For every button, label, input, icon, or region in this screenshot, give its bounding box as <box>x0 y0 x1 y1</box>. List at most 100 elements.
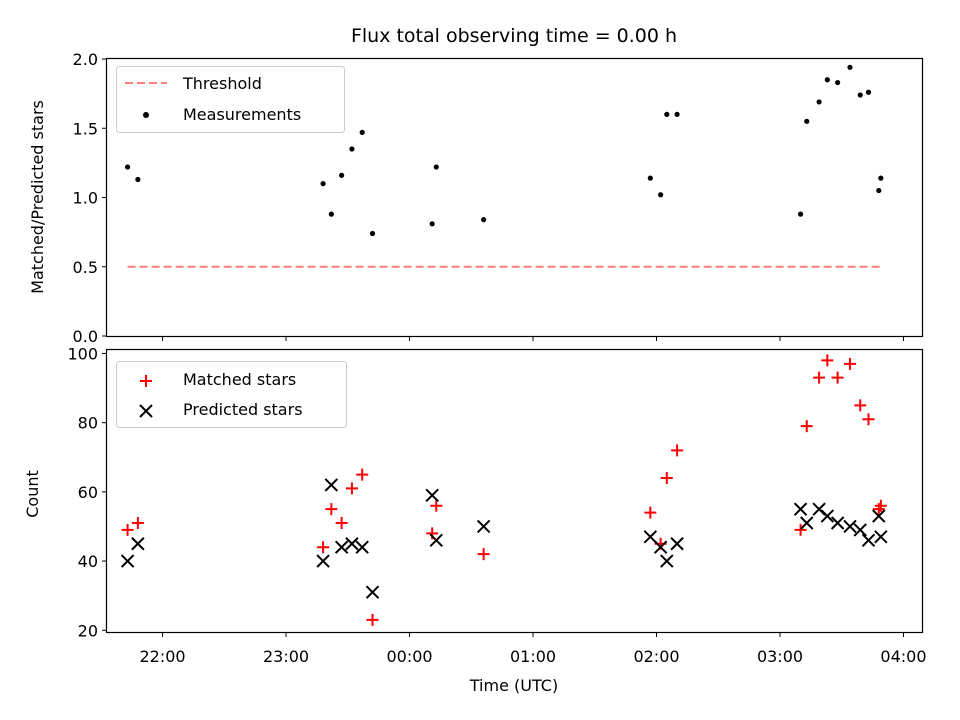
matched-star-point <box>831 371 844 384</box>
measurement-point <box>359 129 365 136</box>
bottom-x-tick-label: 00:00 <box>386 647 432 666</box>
measurement-point <box>816 99 822 105</box>
predicted-star-point <box>120 554 135 568</box>
measurements-series <box>124 64 884 237</box>
predicted-star-point <box>643 530 658 544</box>
chart-title: Flux total observing time = 0.00 h <box>351 25 677 47</box>
matched-star-point <box>477 548 490 561</box>
predicted-star-point <box>874 530 888 544</box>
bottom-x-tick-label: 01:00 <box>510 647 556 666</box>
top-legend: Threshold Measurements <box>116 66 345 133</box>
predicted-star-point <box>670 537 684 551</box>
top-y-tick-label: 1.5 <box>73 119 98 138</box>
legend-predicted-swatch <box>139 404 153 418</box>
matched-star-point <box>131 517 144 530</box>
matched-star-point <box>366 613 379 626</box>
measurement-point <box>349 146 355 152</box>
top-y-tick-label: 0.5 <box>73 258 98 277</box>
bottom-y-axis-label: Count <box>23 470 42 518</box>
bottom-x-tick-label: 04:00 <box>880 647 926 666</box>
measurement-point <box>876 187 882 194</box>
predicted-star-point <box>660 554 674 568</box>
matched-star-point <box>356 468 369 481</box>
bottom-y-tick-label: 40 <box>78 552 98 571</box>
predicted-star-point <box>316 554 330 568</box>
bottom-plot-area <box>105 348 924 634</box>
matched-star-point <box>813 371 826 384</box>
legend-matched-label: Matched stars <box>183 370 296 389</box>
measurement-point <box>339 172 345 178</box>
legend-predicted-label: Predicted stars <box>183 400 303 419</box>
top-y-tick-label: 2.0 <box>73 50 98 69</box>
matched-star-point <box>854 399 867 412</box>
measurement-point <box>658 192 664 198</box>
measurement-point <box>124 164 131 170</box>
bottom-x-tick-label: 03:00 <box>757 647 803 666</box>
top-legend-box <box>116 66 345 133</box>
predicted-star-point <box>425 488 439 503</box>
matched-star-point <box>874 499 887 512</box>
matched-star-point <box>794 523 807 536</box>
matched-star-point <box>644 506 657 519</box>
measurement-point <box>804 118 810 124</box>
matched-star-point <box>671 444 684 457</box>
predicted-star-point <box>653 540 668 554</box>
legend-matched-swatch <box>140 375 152 387</box>
matched-star-point <box>660 472 673 485</box>
measurement-point <box>847 64 853 70</box>
bottom-legend: Matched stars Predicted stars <box>116 361 347 428</box>
predicted-stars-series <box>120 478 888 599</box>
predicted-star-point <box>820 509 835 523</box>
legend-measurements-label: Measurements <box>183 105 301 124</box>
top-panel: 0.00.51.01.52.0 Matched/Predicted stars … <box>28 50 924 346</box>
predicted-star-point <box>843 519 857 534</box>
matched-star-point <box>121 523 134 536</box>
predicted-star-point <box>872 509 886 523</box>
predicted-star-point <box>355 540 369 554</box>
measurement-point <box>824 77 830 83</box>
matched-star-point <box>325 503 338 516</box>
matched-star-point <box>843 357 856 370</box>
measurement-point <box>835 79 841 86</box>
bottom-x-tick-label: 02:00 <box>633 647 679 666</box>
predicted-star-point <box>345 537 359 551</box>
x-axis-label: Time (UTC) <box>469 676 558 695</box>
bottom-y-axis: 20 40 60 80 100 <box>67 344 107 640</box>
predicted-star-point <box>853 523 867 537</box>
matched-star-point <box>862 413 875 426</box>
predicted-star-point <box>861 533 876 548</box>
measurement-point <box>857 92 863 98</box>
predicted-star-point <box>365 585 380 599</box>
measurement-point <box>647 175 653 181</box>
matched-star-point <box>430 499 443 512</box>
measurement-point <box>481 217 487 223</box>
matched-stars-series <box>121 354 887 626</box>
matched-star-point <box>345 482 358 495</box>
bottom-y-tick-label: 80 <box>78 414 98 433</box>
bottom-y-tick-label: 20 <box>78 621 98 640</box>
predicted-star-point <box>793 502 808 516</box>
predicted-star-point <box>334 540 349 554</box>
measurement-point <box>865 89 872 95</box>
bottom-y-tick-label: 100 <box>67 344 98 363</box>
measurement-point <box>320 181 326 187</box>
measurement-point <box>429 221 435 227</box>
bottom-panel: 20 40 60 80 100 22:00 23:00 00:00 01:00 02:00 03:… <box>23 344 927 695</box>
matched-star-point <box>800 420 813 433</box>
measurement-point <box>328 211 334 217</box>
top-y-axis: 0.0 0.5 1.0 1.5 2.0 <box>73 50 107 346</box>
matched-star-point <box>821 354 834 367</box>
legend-threshold-label: Threshold <box>182 74 262 93</box>
top-x-axis <box>162 336 904 341</box>
top-y-tick-label: 1.0 <box>73 189 98 208</box>
bottom-x-tick-label: 22:00 <box>140 647 186 666</box>
bottom-y-tick-label: 60 <box>78 483 98 502</box>
measurement-point <box>135 176 141 183</box>
predicted-star-point <box>800 516 814 530</box>
predicted-star-point <box>476 519 491 534</box>
top-y-axis-label: Matched/Predicted stars <box>28 100 47 294</box>
matched-star-point <box>317 541 330 554</box>
bottom-legend-box <box>116 361 347 428</box>
measurement-point <box>433 164 439 170</box>
